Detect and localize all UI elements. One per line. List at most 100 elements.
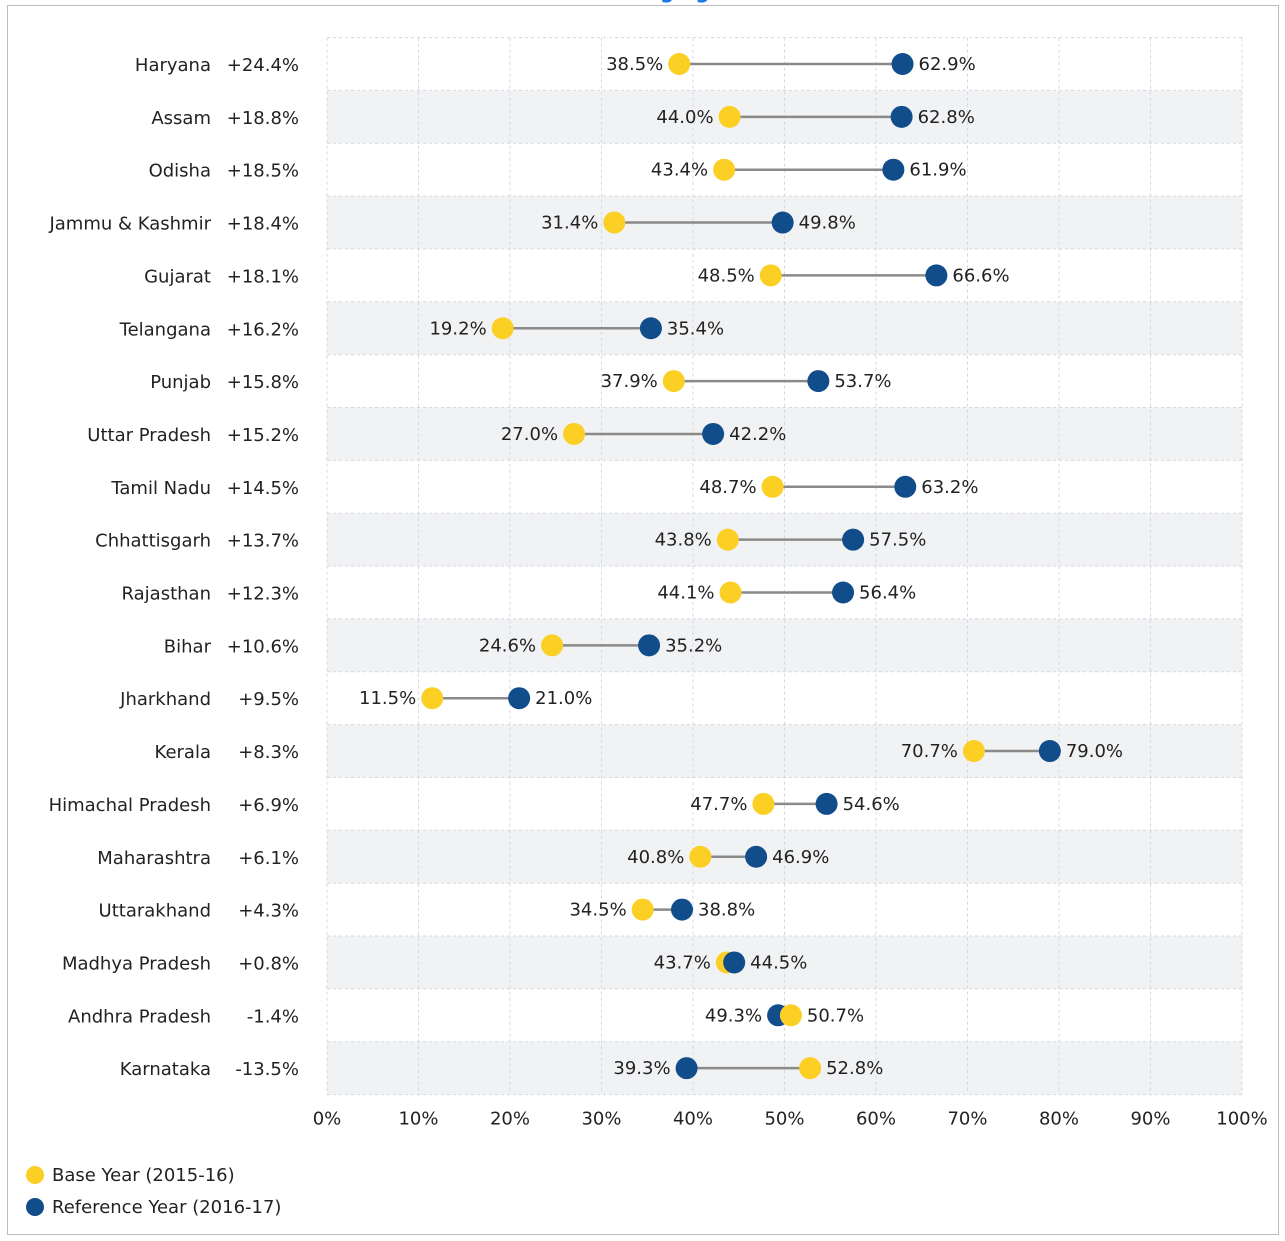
state-label: Chhattisgarh [95, 531, 211, 552]
value-label-left: 70.7% [901, 741, 958, 762]
change-label: -1.4% [247, 1006, 299, 1027]
state-label: Bihar [164, 636, 212, 657]
base-point [719, 581, 742, 604]
change-label: +18.4% [227, 214, 299, 235]
value-label-right: 52.8% [826, 1058, 883, 1079]
change-label: +0.8% [238, 953, 299, 974]
base-point [718, 105, 741, 128]
value-label-right: 38.8% [698, 900, 755, 921]
change-label: +24.4% [227, 55, 299, 76]
base-point [668, 53, 691, 75]
reference-point [890, 105, 913, 128]
legend-dot-reference [26, 1198, 44, 1216]
change-label: +13.7% [227, 531, 299, 552]
value-label-right: 44.5% [750, 952, 807, 973]
value-label-left: 40.8% [627, 847, 684, 868]
base-point [716, 528, 739, 551]
value-label-left: 47.7% [690, 794, 747, 815]
reference-point [508, 687, 531, 710]
state-label: Assam [151, 108, 211, 129]
x-tick-label: 90% [1130, 1109, 1170, 1130]
base-point [759, 264, 782, 287]
change-label: -13.5% [235, 1059, 299, 1080]
state-label: Jammu & Kashmir [48, 214, 211, 235]
value-label-right: 57.5% [869, 530, 926, 551]
x-tick-label: 50% [764, 1109, 804, 1130]
reference-point [638, 634, 661, 657]
value-label-right: 79.0% [1066, 741, 1123, 762]
legend-label-reference: Reference Year (2016-17) [52, 1196, 282, 1218]
change-label: +18.1% [227, 266, 299, 287]
x-tick-label: 60% [856, 1109, 896, 1130]
value-label-left: 34.5% [569, 900, 626, 921]
state-label: Uttar Pradesh [87, 425, 211, 446]
state-label: Gujarat [144, 266, 211, 287]
value-label-left: 11.5% [359, 688, 416, 709]
value-label-left: 48.7% [699, 477, 756, 498]
value-label-left: 27.0% [501, 424, 558, 445]
reference-point [894, 475, 917, 498]
value-label-right: 49.8% [799, 213, 856, 234]
reference-point [671, 898, 694, 921]
value-label-right: 63.2% [921, 477, 978, 498]
x-tick-label: 0% [313, 1109, 342, 1130]
reference-point [702, 422, 725, 445]
legend-item-base: Base Year (2015-16) [26, 1159, 281, 1191]
legend: Base Year (2015-16) Reference Year (2016… [26, 1159, 281, 1223]
change-label: +14.5% [227, 478, 299, 499]
change-label: +9.5% [238, 689, 299, 710]
value-label-left: 39.3% [613, 1058, 670, 1079]
change-label: +15.8% [227, 372, 299, 393]
value-label-left: 31.4% [541, 213, 598, 234]
value-label-right: 61.9% [909, 160, 966, 181]
reference-point [832, 581, 855, 604]
value-label-right: 35.2% [665, 635, 722, 656]
reference-point [882, 158, 905, 181]
change-label: +4.3% [238, 901, 299, 922]
x-tick-label: 20% [490, 1109, 530, 1130]
change-label: +15.2% [227, 425, 299, 446]
value-label-right: 62.9% [919, 54, 976, 75]
value-label-left: 43.4% [651, 160, 708, 181]
value-label-left: 24.6% [479, 635, 536, 656]
state-label: Himachal Pradesh [49, 795, 211, 816]
state-label: Kerala [155, 742, 211, 763]
value-label-left: 43.8% [655, 530, 712, 551]
value-label-right: 66.6% [952, 265, 1009, 286]
state-label: Rajasthan [122, 584, 211, 605]
value-label-left: 44.1% [657, 583, 714, 604]
reference-point [745, 845, 768, 868]
base-point [603, 211, 626, 234]
base-point [631, 898, 654, 921]
row-band [327, 724, 1242, 778]
reference-point [807, 370, 830, 393]
value-label-left: 49.3% [705, 1005, 762, 1026]
reference-point [771, 211, 794, 234]
state-label: Jharkhand [119, 689, 211, 710]
change-label: +6.9% [238, 795, 299, 816]
cropped-title-fragment: ging [660, 0, 790, 5]
change-label: +18.8% [227, 108, 299, 129]
base-point [563, 422, 586, 445]
value-label-left: 38.5% [606, 54, 663, 75]
x-tick-label: 30% [581, 1109, 621, 1130]
base-point [541, 634, 564, 657]
value-label-right: 62.8% [918, 107, 975, 128]
state-label: Odisha [149, 161, 211, 182]
change-label: +6.1% [238, 848, 299, 869]
base-point [761, 475, 784, 498]
reference-point [1038, 740, 1061, 763]
value-label-left: 19.2% [429, 318, 486, 339]
value-label-left: 37.9% [601, 371, 658, 392]
reference-point [675, 1057, 698, 1080]
value-label-right: 35.4% [667, 318, 724, 339]
value-label-right: 42.2% [729, 424, 786, 445]
change-label: +10.6% [227, 636, 299, 657]
value-label-left: 43.7% [654, 952, 711, 973]
change-label: +12.3% [227, 584, 299, 605]
value-label-right: 56.4% [859, 583, 916, 604]
legend-label-base: Base Year (2015-16) [52, 1164, 235, 1186]
reference-point [925, 264, 948, 287]
base-point [662, 370, 685, 393]
